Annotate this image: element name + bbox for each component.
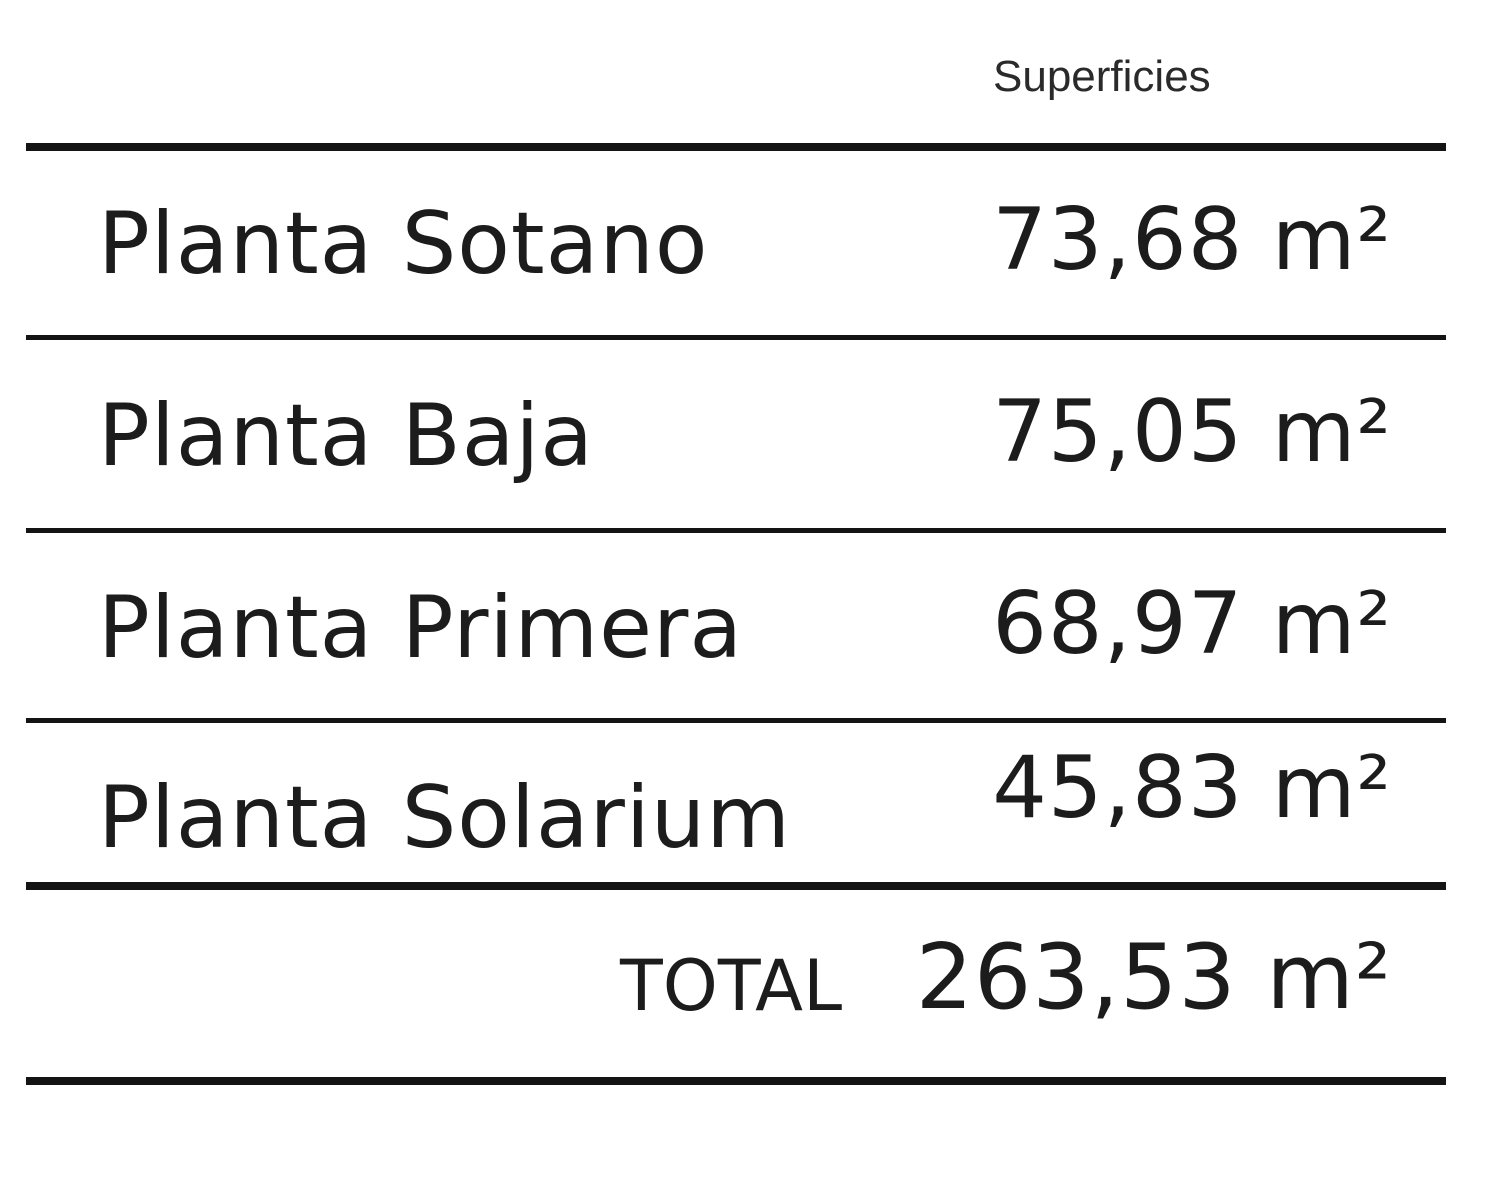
row-value: 68,97 m² [992, 574, 1392, 674]
total-divider [26, 882, 1446, 890]
row-value: 73,68 m² [992, 190, 1392, 290]
column-header-superficies: Superficies [993, 52, 1211, 101]
row-value: 45,83 m² [992, 738, 1392, 838]
row-label: Planta Sotano [98, 194, 709, 294]
total-label: TOTAL [620, 945, 843, 1027]
row-label: Planta Solarium [98, 768, 792, 868]
table-bottom-rule [26, 1077, 1446, 1085]
row-label: Planta Primera [98, 578, 744, 678]
row-divider [26, 718, 1446, 723]
header-divider [26, 143, 1446, 151]
row-value: 75,05 m² [992, 382, 1392, 482]
row-label: Planta Baja [98, 386, 595, 486]
row-divider [26, 528, 1446, 533]
row-divider [26, 335, 1446, 340]
total-value: 263,53 m² [915, 925, 1392, 1030]
